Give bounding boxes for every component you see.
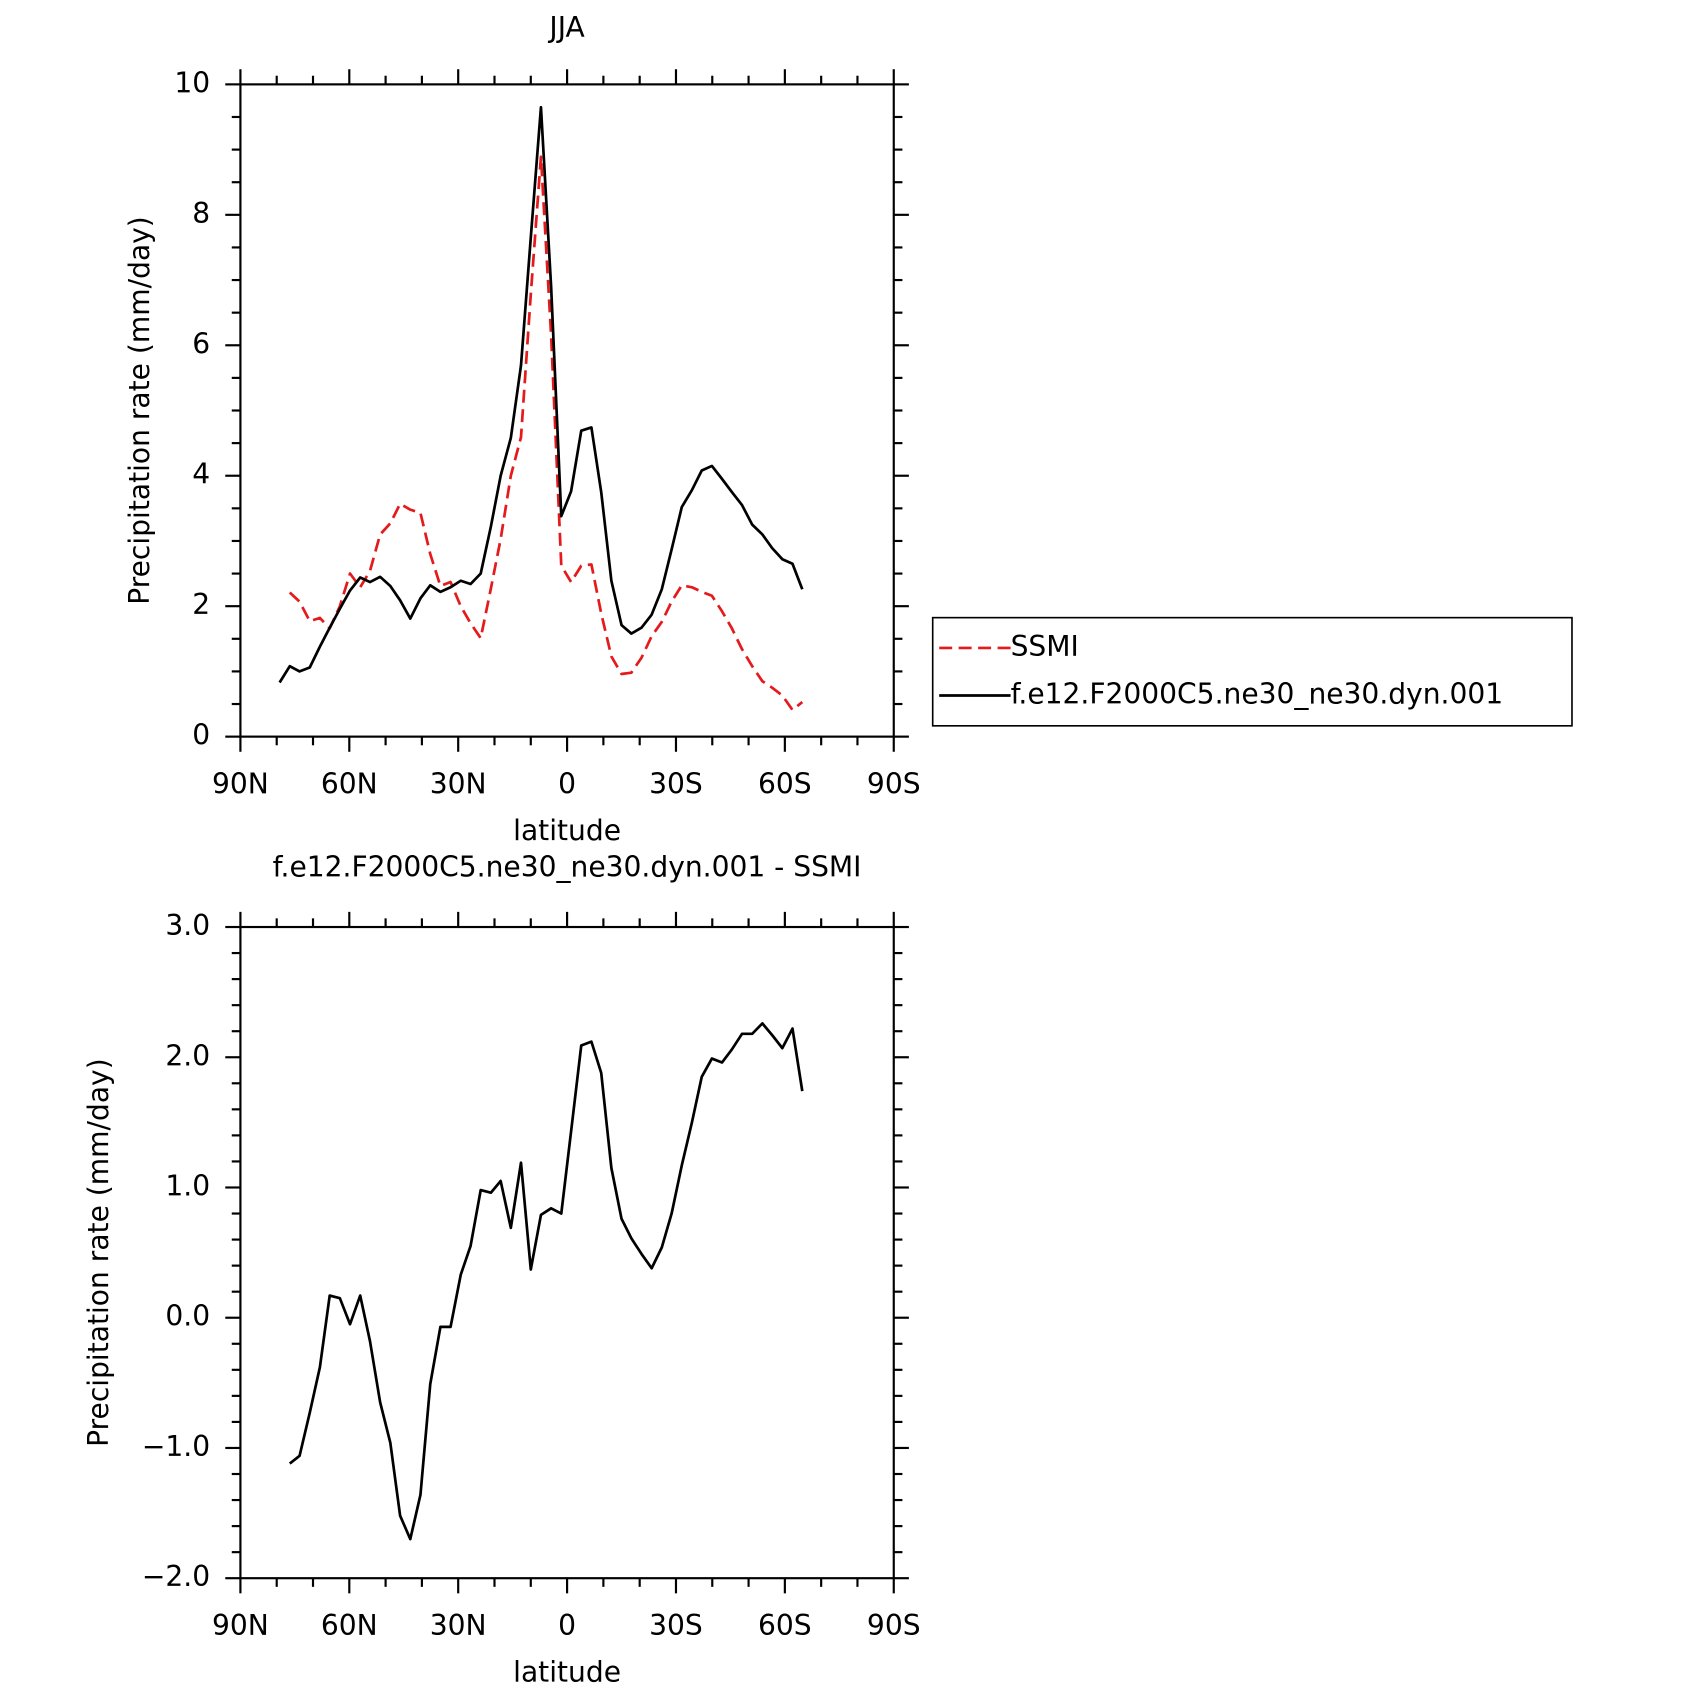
x-axis-label: latitude [513,814,621,847]
data-line [288,155,804,712]
y-tick-label: 4 [192,458,210,491]
y-axis-label: Precipitation rate (mm/day) [82,1058,115,1447]
y-tick-label: 8 [192,197,210,230]
y-tick-label: 10 [174,66,210,99]
y-tick-label: 6 [192,327,210,360]
legend-label: f.e12.F2000C5.ne30_ne30.dyn.001 [1011,678,1504,711]
y-tick-label: 0 [192,719,210,752]
y-tick-label: 2.0 [165,1039,210,1072]
x-tick-label: 60S [758,1609,812,1642]
y-tick-label: −1.0 [142,1430,210,1463]
y-tick-label: −2.0 [142,1560,210,1593]
x-tick-label: 0 [558,1609,576,1642]
plot-frame [239,83,895,738]
chart-title: JJA [547,11,584,44]
x-tick-label: 30N [430,767,487,800]
x-tick-label: 0 [558,767,576,800]
x-tick-label: 30S [649,1609,703,1642]
y-tick-label: 0.0 [165,1300,210,1333]
x-tick-label: 60N [321,767,378,800]
x-tick-label: 60S [758,767,812,800]
legend-box [931,616,1573,727]
y-tick-label: 2 [192,588,210,621]
x-axis-label: latitude [513,1655,621,1688]
y-tick-label: 3.0 [165,909,210,942]
data-line [278,105,804,684]
x-tick-label: 90N [212,1609,269,1642]
data-line [288,1022,804,1541]
x-tick-label: 90N [212,767,269,800]
x-tick-label: 90S [867,767,921,800]
x-tick-label: 60N [321,1609,378,1642]
y-axis-label: Precipitation rate (mm/day) [123,216,156,605]
plot-frame [239,925,895,1580]
y-tick-label: 1.0 [165,1169,210,1202]
legend-label: SSMI [1011,630,1079,663]
x-tick-label: 90S [867,1609,921,1642]
chart-title: f.e12.F2000C5.ne30_ne30.dyn.001 - SSMI [273,851,862,884]
x-tick-label: 30N [430,1609,487,1642]
x-tick-label: 30S [649,767,703,800]
